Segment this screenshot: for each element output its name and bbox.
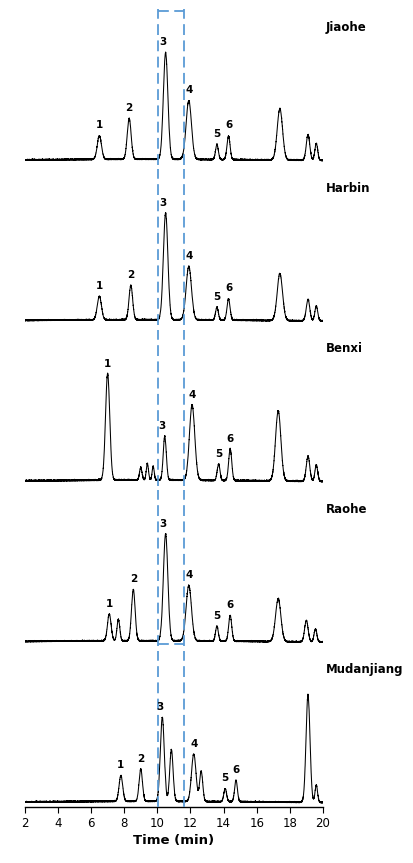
Text: 1: 1 xyxy=(95,121,103,130)
Text: 2: 2 xyxy=(137,753,144,764)
Text: 6: 6 xyxy=(226,434,233,444)
Text: Benxi: Benxi xyxy=(325,342,362,356)
Text: 4: 4 xyxy=(188,390,195,400)
Text: 3: 3 xyxy=(159,37,166,47)
Text: 4: 4 xyxy=(185,251,192,261)
Text: 5: 5 xyxy=(214,449,222,459)
Text: 3: 3 xyxy=(159,198,166,208)
Text: 6: 6 xyxy=(224,121,232,130)
Text: Jiaohe: Jiaohe xyxy=(325,21,366,35)
Text: 2: 2 xyxy=(125,104,133,113)
Text: 1: 1 xyxy=(117,760,124,770)
Text: 3: 3 xyxy=(159,519,166,529)
Text: 6: 6 xyxy=(224,283,232,293)
Text: 6: 6 xyxy=(226,600,233,610)
Text: 4: 4 xyxy=(185,570,192,580)
Text: 3: 3 xyxy=(158,421,166,432)
Text: 4: 4 xyxy=(190,739,197,749)
Text: Mudanjiang: Mudanjiang xyxy=(325,663,402,677)
Text: 6: 6 xyxy=(232,765,239,774)
X-axis label: Time (min): Time (min) xyxy=(133,835,214,847)
Text: 2: 2 xyxy=(127,270,134,280)
Text: 5: 5 xyxy=(213,610,220,620)
Text: Raohe: Raohe xyxy=(325,502,366,516)
Text: 5: 5 xyxy=(213,292,220,302)
Text: 4: 4 xyxy=(185,85,192,95)
Text: 5: 5 xyxy=(213,129,220,139)
Text: 1: 1 xyxy=(95,281,103,291)
Text: 1: 1 xyxy=(104,358,111,369)
Text: 5: 5 xyxy=(221,773,228,783)
Text: 2: 2 xyxy=(129,574,137,584)
Text: Harbin: Harbin xyxy=(325,181,370,195)
Text: 1: 1 xyxy=(105,599,113,608)
Text: 3: 3 xyxy=(156,702,163,712)
